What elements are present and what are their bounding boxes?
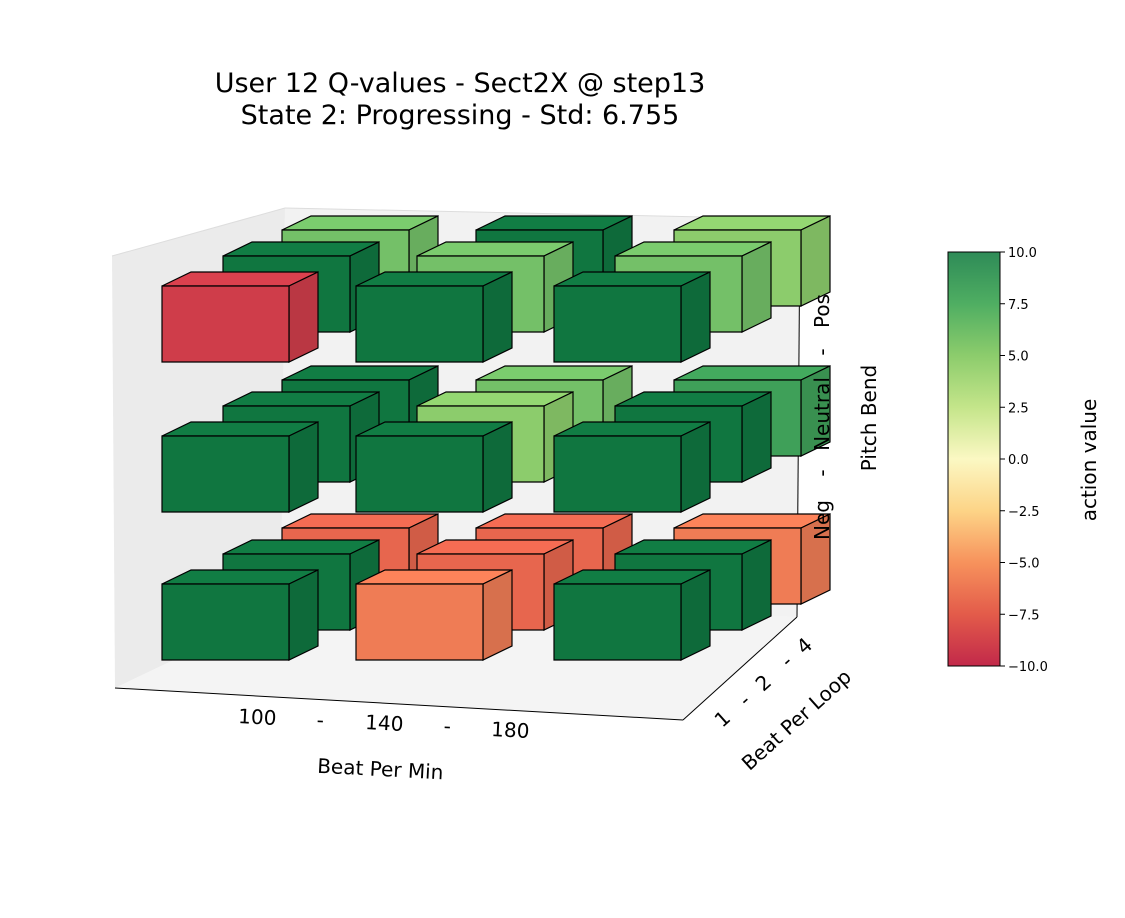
cube-front-face bbox=[355, 583, 484, 661]
z-tick-separator: - bbox=[810, 348, 834, 355]
colorbar-tick-label: −5.0 bbox=[1008, 557, 1040, 572]
left-pane-top-edge bbox=[111, 207, 286, 257]
colorbar: 10.0 7.5 5.0 2.5 0.0 −2.5 −5.0 −7.5 −10.0 action… bbox=[947, 246, 1101, 675]
x-tick-label: 180 bbox=[491, 717, 530, 743]
cube-side-face bbox=[288, 569, 319, 661]
y-tick-separator: - bbox=[734, 688, 755, 711]
colorbar-tick-label: 0.0 bbox=[1008, 453, 1029, 468]
cube-front-face bbox=[553, 435, 682, 513]
x-tick-label: 100 bbox=[238, 704, 277, 730]
z-axis-title: Pitch Bend bbox=[857, 365, 881, 471]
q-value-cube bbox=[355, 271, 513, 363]
cube-side-face bbox=[680, 421, 711, 513]
cube-side-face bbox=[741, 539, 772, 631]
cube-front-face bbox=[161, 285, 290, 363]
chart-title-line-2: State 2: Progressing - Std: 6.755 bbox=[240, 100, 680, 131]
colorbar-label: action value bbox=[1077, 399, 1101, 522]
colorbar-tick-label: 5.0 bbox=[1008, 350, 1029, 365]
y-tick-label: 4 bbox=[792, 633, 818, 659]
colorbar-ticks: 10.0 7.5 5.0 2.5 0.0 −2.5 −5.0 −7.5 −10.0 bbox=[1000, 246, 1048, 675]
cube-side-face bbox=[288, 271, 319, 363]
cube-front-face bbox=[161, 583, 290, 661]
z-axis: Neg - Neutral - Pos Pitch Bend bbox=[810, 294, 881, 540]
colorbar-tick-label: 7.5 bbox=[1008, 298, 1029, 313]
cubes-group bbox=[161, 215, 831, 661]
z-tick-label: Neutral bbox=[810, 377, 834, 451]
cube-side-face bbox=[741, 241, 772, 333]
cube-side-face bbox=[482, 569, 513, 661]
cube-front-face bbox=[553, 285, 682, 363]
colorbar-gradient bbox=[947, 251, 1001, 667]
q-value-cube bbox=[161, 569, 319, 661]
colorbar-tick-label: 10.0 bbox=[1008, 246, 1037, 261]
x-tick-separator: - bbox=[316, 708, 324, 732]
x-axis: 100 - 140 - 180 Beat Per Min bbox=[238, 704, 530, 784]
z-tick-label: Neg bbox=[810, 500, 834, 540]
z-tick-label: Pos bbox=[810, 294, 834, 328]
y-tick-label: 1 bbox=[710, 706, 736, 732]
q-value-cube bbox=[355, 421, 513, 513]
colorbar-tick-label: −10.0 bbox=[1008, 660, 1048, 675]
q-value-cube bbox=[161, 271, 319, 363]
y-tick-separator: - bbox=[776, 649, 797, 672]
cube-front-face bbox=[355, 435, 484, 513]
cube-side-face bbox=[680, 569, 711, 661]
q-value-cube bbox=[553, 271, 711, 363]
cube-side-face bbox=[482, 271, 513, 363]
q-value-cube bbox=[553, 569, 711, 661]
cube-front-face bbox=[161, 435, 290, 513]
cube-side-face bbox=[288, 421, 319, 513]
q-value-cube bbox=[553, 421, 711, 513]
x-tick-label: 140 bbox=[365, 710, 404, 736]
cube-side-face bbox=[800, 215, 831, 307]
z-tick-separator: - bbox=[810, 469, 834, 476]
cube-side-face bbox=[741, 391, 772, 483]
colorbar-tick-label: 2.5 bbox=[1008, 401, 1029, 416]
y-tick-label: 2 bbox=[751, 670, 777, 696]
cube-side-face bbox=[482, 421, 513, 513]
chart-title-line-1: User 12 Q-values - Sect2X @ step13 bbox=[214, 68, 706, 99]
q-value-cube bbox=[161, 421, 319, 513]
right-axis-edge bbox=[682, 616, 798, 721]
x-axis-title: Beat Per Min bbox=[317, 754, 444, 785]
cube-front-face bbox=[355, 285, 484, 363]
floor-front-edge bbox=[114, 687, 684, 721]
q-value-cube bbox=[355, 569, 513, 661]
x-tick-separator: - bbox=[443, 714, 451, 738]
cube-side-face bbox=[680, 271, 711, 363]
colorbar-tick-label: −7.5 bbox=[1008, 608, 1040, 623]
colorbar-tick-label: −2.5 bbox=[1008, 505, 1040, 520]
cube-front-face bbox=[553, 583, 682, 661]
